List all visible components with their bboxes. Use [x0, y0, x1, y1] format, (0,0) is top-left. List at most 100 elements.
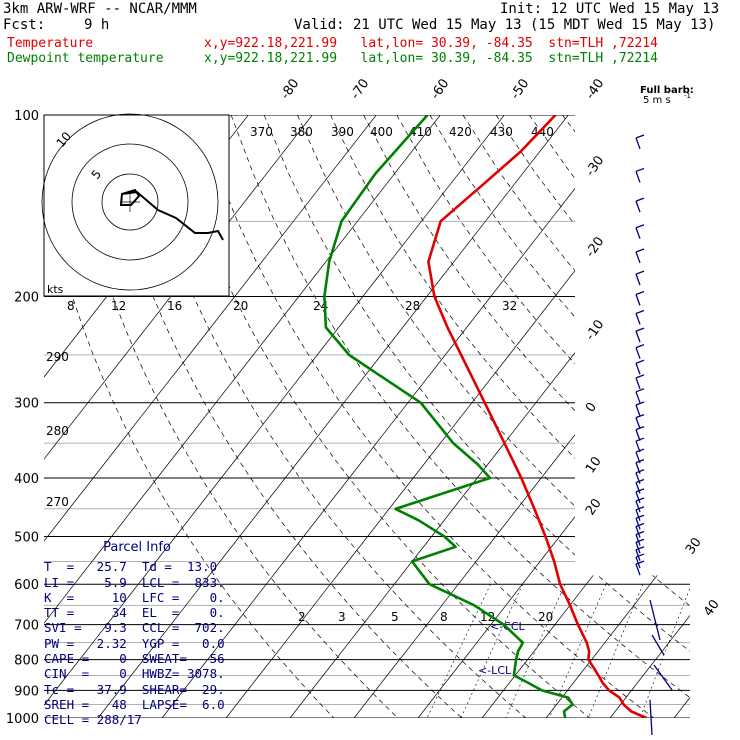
isotherm [44, 115, 377, 718]
wind-barbs [635, 134, 673, 736]
isotherm [97, 115, 569, 718]
mixing-ratio-line [426, 584, 491, 718]
pressure-tick-label: 800 [14, 654, 39, 669]
isotherm [44, 115, 313, 718]
wind-barb [635, 294, 641, 306]
wind-barb [635, 290, 645, 296]
dry-adiabat-label: 370 [250, 125, 273, 139]
parcel-info-row: CIN = 0 HWBZ= 3078. [44, 666, 225, 682]
full-barb-label: Full barb: [640, 85, 694, 96]
legend-temperature-location: x,y=922.18,221.99 lat,lon= 30.39, -84.35… [204, 36, 658, 51]
isotherm [353, 115, 690, 718]
parcel-info-box: Parcel Info T = 25.7 Td = 13.0 LI = 5.9 … [44, 540, 230, 730]
wind-barb [635, 509, 641, 522]
wind-barb [635, 134, 645, 139]
wind-barb [635, 251, 641, 264]
dry-adiabat [628, 115, 690, 718]
dry-adiabat [363, 115, 690, 718]
isotherm-label: -50 [508, 76, 532, 102]
wind-barb [635, 270, 645, 275]
isotherm [609, 115, 690, 718]
lcl-annotation: <-LCL [478, 664, 512, 677]
ccl-annotation: <-CCL [490, 620, 526, 633]
full-barb-exponent: -1 [684, 92, 691, 100]
isotherm [44, 115, 505, 718]
hodograph-units: kts [47, 283, 64, 296]
wind-barb [635, 518, 641, 530]
parcel-info-row: CELL = 288/17 [44, 712, 142, 728]
isotherm [44, 115, 249, 718]
wind-barb [635, 553, 645, 558]
pressure-tick-label: 1000 [6, 712, 39, 727]
wind-barb [635, 459, 645, 464]
wind-barb [635, 429, 641, 441]
wind-barb [635, 448, 645, 453]
parcel-info-row: SVI = 9.3 CCL = 702. [44, 620, 225, 636]
pressure-tick-label: 100 [14, 109, 39, 124]
wind-barb [635, 137, 641, 150]
parcel-info-row: TT = 34 EL = 0. [44, 605, 225, 621]
pressure-tick-label: 600 [14, 578, 39, 593]
wind-barb [635, 491, 641, 504]
dry-adiabat-label: 430 [490, 125, 513, 139]
mixing-ratio-label: 8 [67, 299, 75, 313]
pressure-tick-label: 400 [14, 472, 39, 487]
legend-dewpoint: Dewpoint temperature [7, 51, 164, 66]
wind-barb [635, 526, 641, 538]
dry-adiabat-label: 400 [370, 125, 393, 139]
wind-barb [635, 224, 645, 229]
wind-barb [635, 478, 645, 484]
pressure-tick-label: 700 [14, 619, 39, 634]
isotherm-label: -70 [348, 76, 372, 102]
dry-adiabat [65, 115, 399, 718]
parcel-info-row: PW = 2.32 YGP = 0.0 [44, 635, 225, 651]
isotherm-label: 20 [583, 496, 605, 518]
dry-adiabat [396, 115, 690, 718]
wind-barb [635, 514, 645, 519]
parcel-info-row: Tc = 37.9 SHEAR= 29. [44, 681, 225, 697]
wind-barb [635, 167, 645, 173]
mixing-ratio-label: 32 [502, 299, 517, 313]
legend-temperature: Temperature [7, 36, 94, 51]
mixing-ratio-label: 28 [405, 299, 420, 313]
wind-barb [635, 388, 645, 393]
parcel-info-row: LI = 5.9 LCL = 833. [44, 574, 225, 590]
parcel-info-row: SREH = 48 LAPSE= 6.0 [44, 696, 225, 712]
wind-barb [635, 549, 641, 561]
mixing-ratio-label: 20 [538, 610, 553, 624]
wind-barb [635, 404, 641, 417]
hodograph-frame [43, 114, 230, 297]
pressure-tick-label: 200 [14, 291, 39, 306]
pressure-tick-label: 900 [14, 684, 39, 699]
wind-barb [635, 273, 641, 286]
wind-barb [635, 248, 645, 253]
isotherm-label: 10 [583, 454, 605, 476]
mixing-ratio-label: 16 [167, 299, 182, 313]
wind-barb [651, 634, 665, 656]
wind-barb [653, 664, 673, 691]
valid-time: Valid: 21 UTC Wed 15 May 13 (15 MDT Wed … [294, 17, 716, 33]
mixing-ratio-label: 3 [338, 610, 346, 624]
mixing-ratio-label: 5 [391, 610, 399, 624]
isotherm [225, 115, 690, 718]
dry-adiabat [495, 115, 690, 718]
mixing-ratio-label: 12 [480, 610, 495, 624]
wind-barb [635, 437, 645, 442]
isotherm [673, 115, 690, 718]
pressure-tick-label: 500 [14, 530, 39, 545]
wind-barb [635, 417, 641, 429]
wind-barb [635, 344, 645, 349]
wind-barb [635, 327, 645, 332]
wind-barb [635, 313, 641, 325]
wind-barb [635, 560, 645, 565]
hodograph-ring [101, 173, 159, 231]
isotherm-label: -30 [583, 153, 607, 179]
mixing-ratio-label: 8 [440, 610, 448, 624]
wind-barb [635, 563, 641, 576]
isotherm [417, 115, 690, 718]
isotherm-label: 0 [583, 400, 600, 415]
mixing-ratio-line [549, 584, 607, 718]
dry-adiabat [197, 115, 655, 718]
